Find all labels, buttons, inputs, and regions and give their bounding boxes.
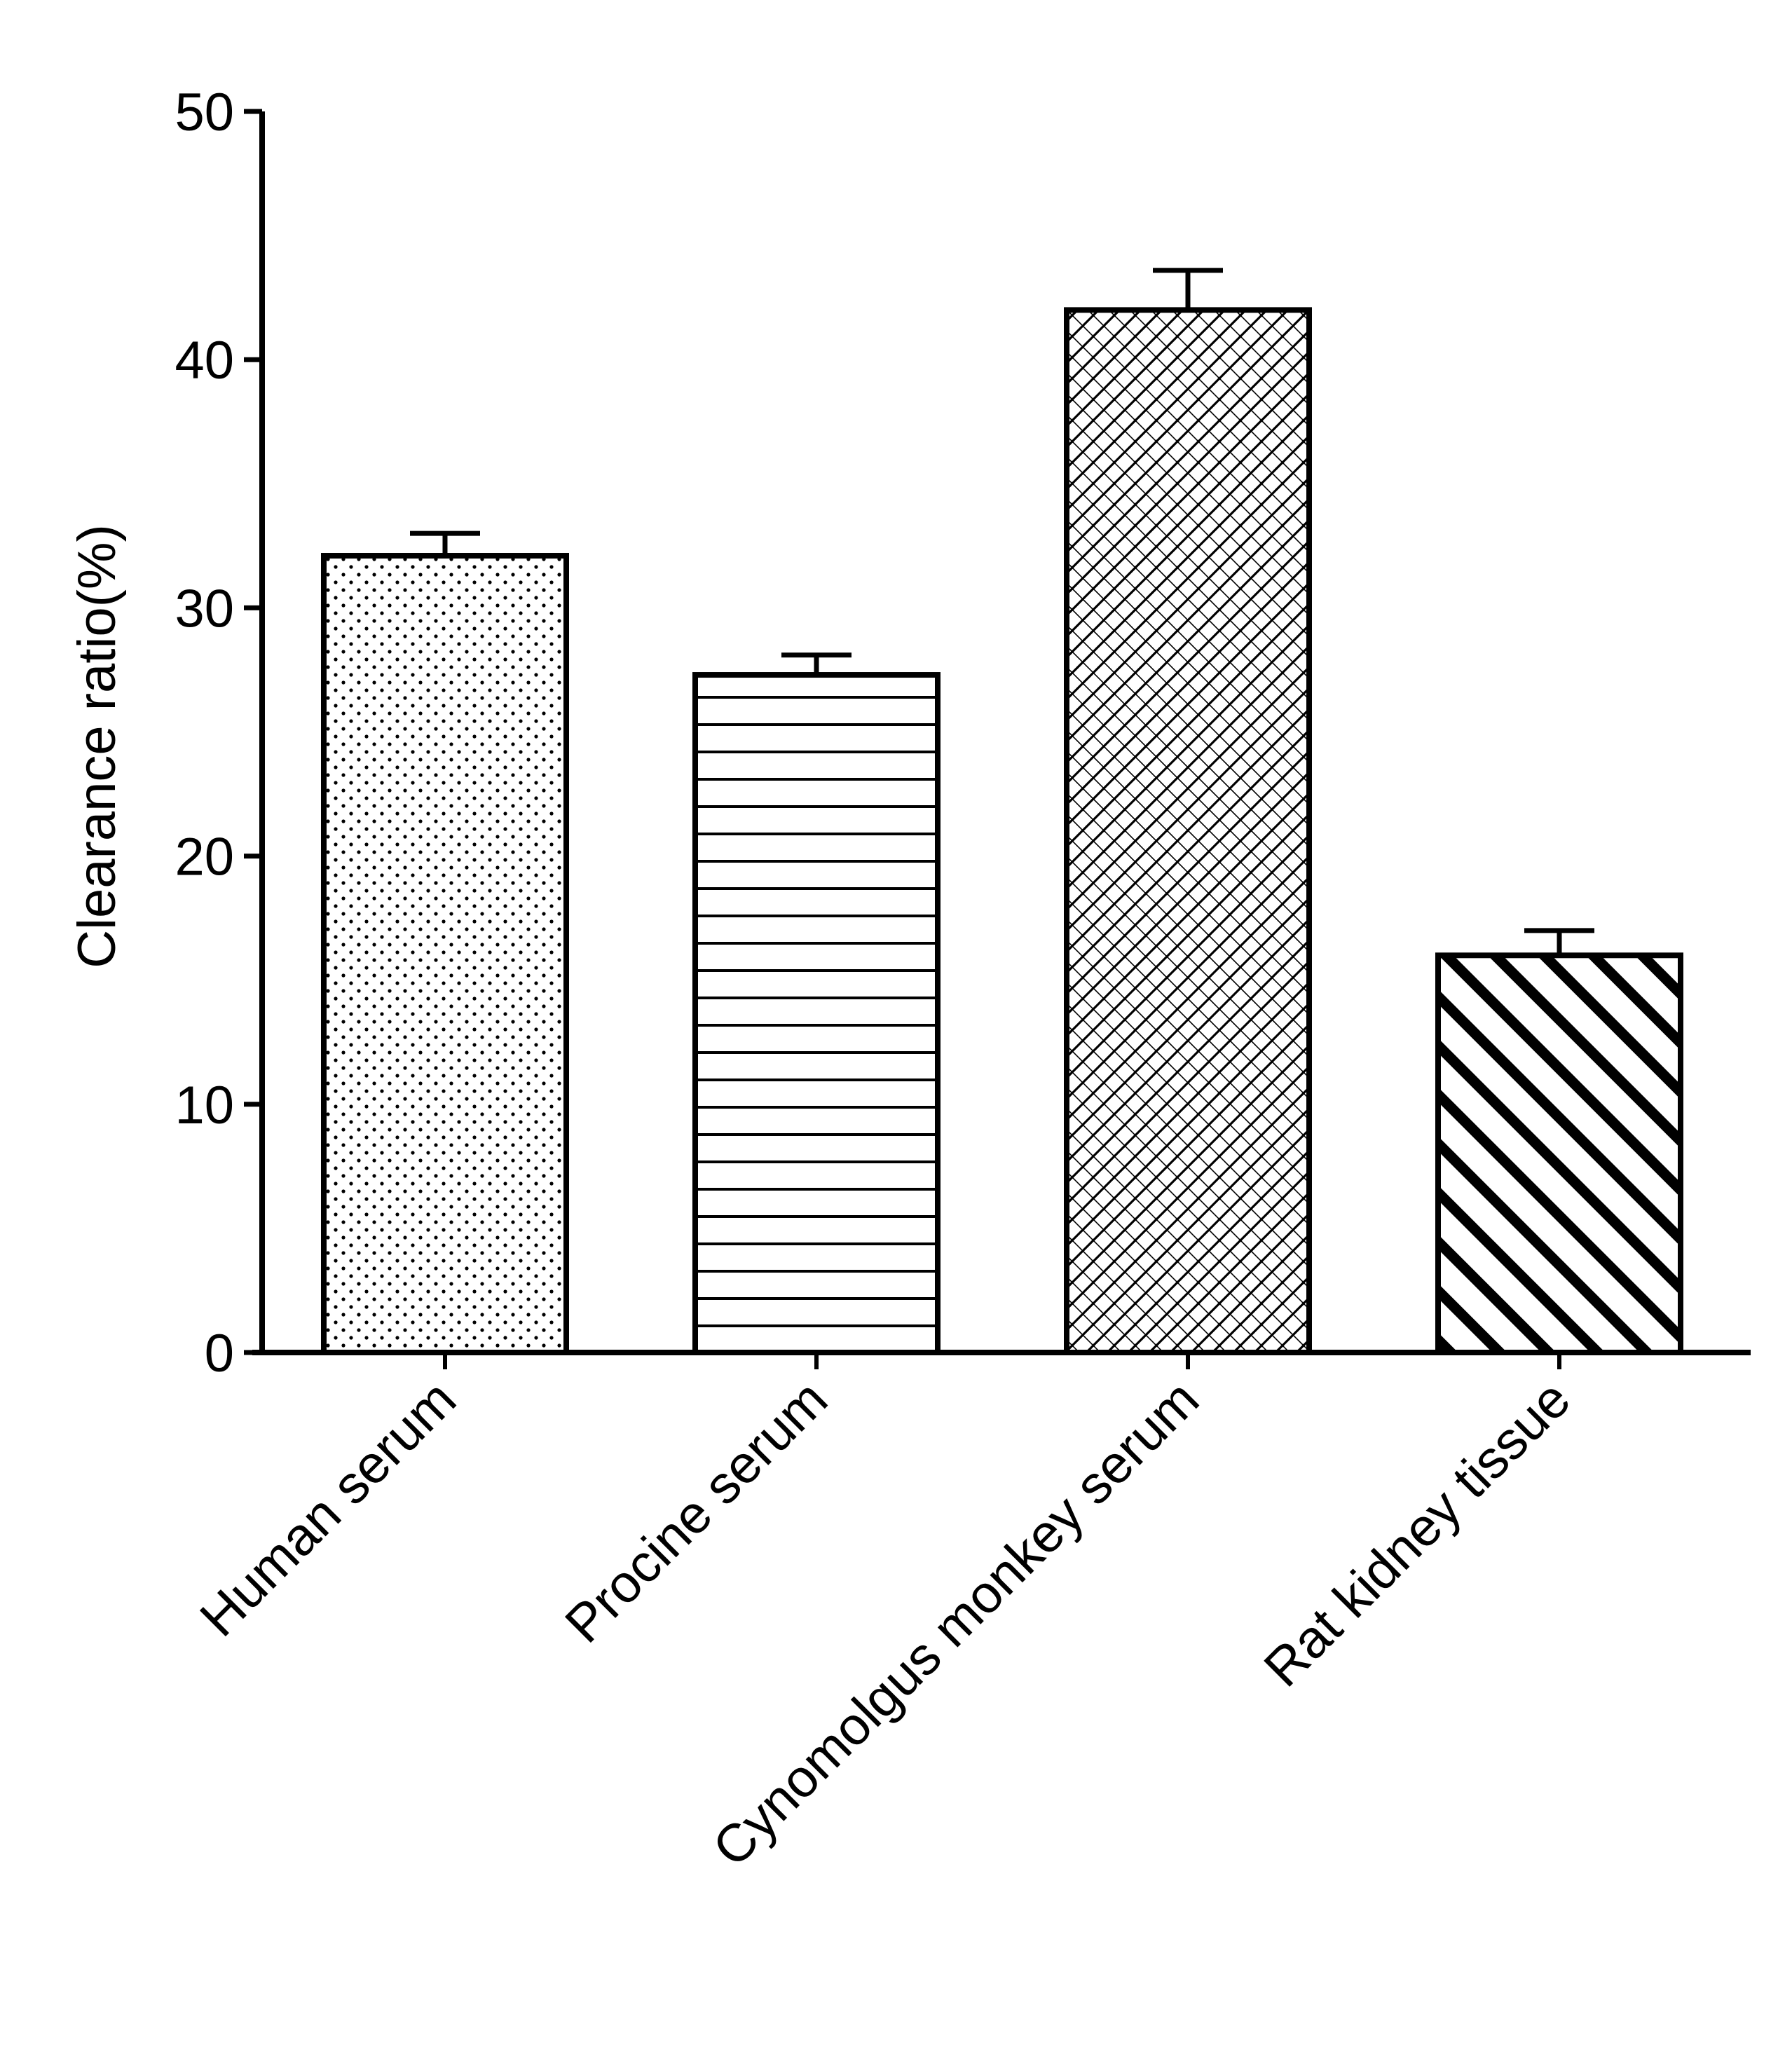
y-axis-title: Clearance ratio(%) [67,524,127,968]
y-tick-label-10: 10 [175,1076,234,1135]
y-tick-label-20: 20 [175,828,234,887]
y-tick-label-30: 30 [175,579,234,638]
bars-layer [321,307,1683,1356]
x-axis-ticks [443,1353,1561,1369]
x-tick-label-rat-kidney-tissue: Rat kidney tissue [1253,1369,1582,1698]
bar-human-serum [321,553,569,1356]
y-tick-label-50: 50 [175,83,234,142]
x-tick-label-procine-serum: Procine serum [554,1369,839,1655]
bar-rat-kidney-tissue [1435,952,1683,1355]
y-tick-label-0: 0 [205,1324,234,1383]
y-tick-label-40: 40 [175,331,234,390]
x-tick-label-human-serum: Human serum [189,1369,467,1648]
bar-procine-serum [692,672,941,1355]
error-bars-layer [410,268,1594,956]
y-axis-ticks: 0 10 20 30 40 50 [175,83,262,1383]
bar-cynomolgus-monkey-serum [1064,307,1312,1355]
